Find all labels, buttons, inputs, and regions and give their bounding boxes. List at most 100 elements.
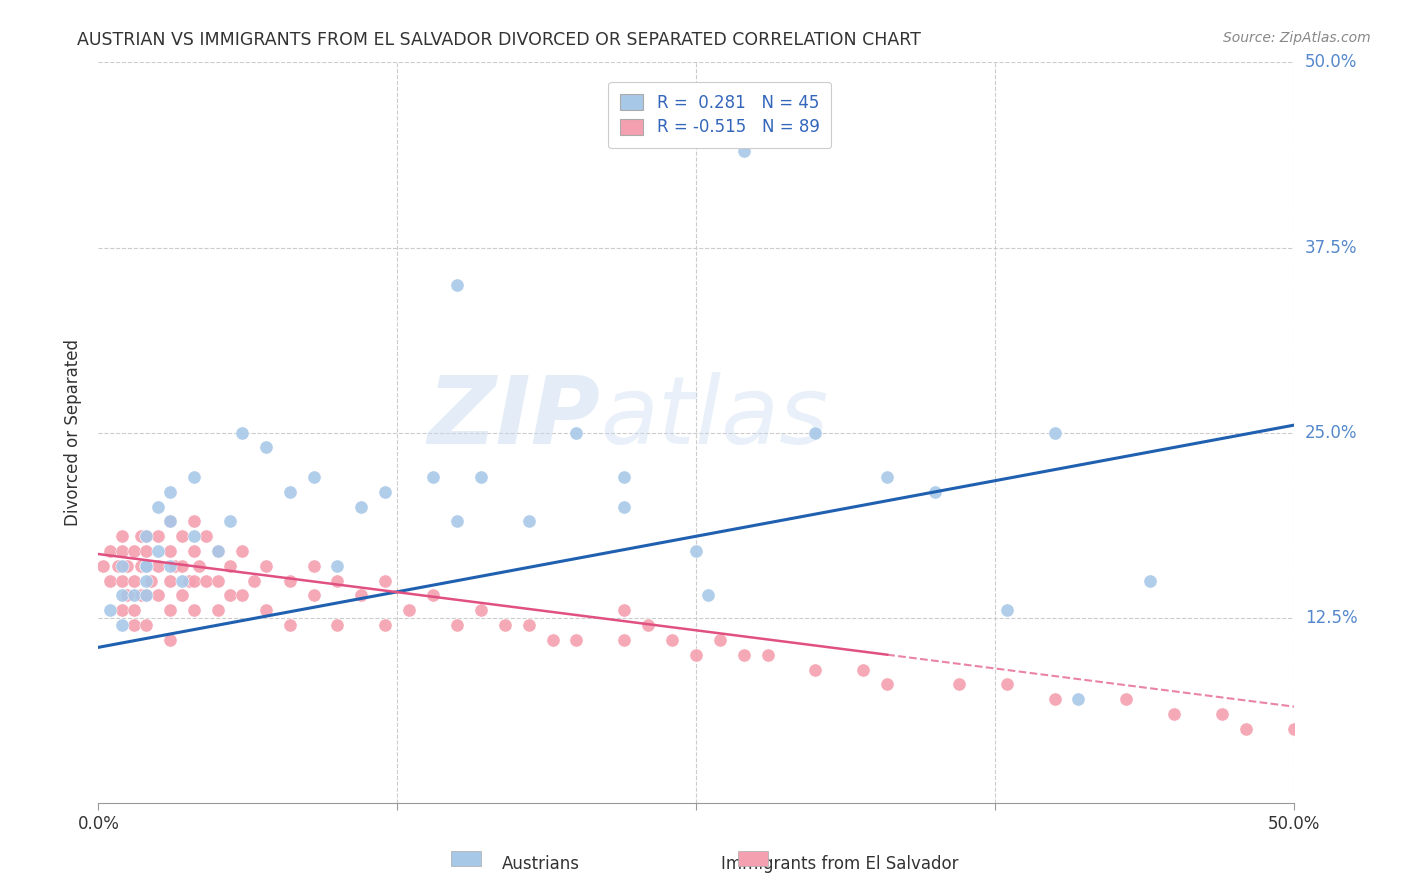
Point: [124, 589, 146, 603]
Point: [446, 515, 468, 529]
Point: [326, 558, 349, 573]
Point: [1163, 706, 1185, 721]
Point: [326, 618, 349, 632]
Point: [374, 574, 396, 588]
Point: [1067, 692, 1090, 706]
Text: AUSTRIAN VS IMMIGRANTS FROM EL SALVADOR DIVORCED OR SEPARATED CORRELATION CHART: AUSTRIAN VS IMMIGRANTS FROM EL SALVADOR …: [77, 31, 921, 49]
Point: [231, 544, 253, 558]
Point: [804, 663, 827, 677]
Point: [995, 603, 1018, 617]
Point: [159, 484, 181, 499]
Point: [135, 574, 157, 588]
Point: [924, 484, 946, 499]
Point: [111, 618, 134, 632]
Point: [709, 632, 731, 647]
Point: [131, 529, 153, 543]
Point: [756, 648, 779, 662]
FancyBboxPatch shape: [451, 851, 481, 866]
Point: [613, 500, 636, 514]
Point: [135, 589, 157, 603]
Point: [195, 574, 218, 588]
Point: [148, 500, 170, 514]
Point: [111, 529, 134, 543]
Point: [422, 470, 444, 484]
Legend: R =  0.281   N = 45, R = -0.515   N = 89: R = 0.281 N = 45, R = -0.515 N = 89: [609, 82, 831, 148]
Point: [207, 574, 229, 588]
Point: [111, 603, 134, 617]
Point: [207, 544, 229, 558]
Point: [131, 589, 153, 603]
Text: 25.0%: 25.0%: [1305, 424, 1357, 442]
Point: [852, 663, 875, 677]
Point: [163, 558, 186, 573]
Point: [350, 500, 373, 514]
Point: [804, 425, 827, 440]
Point: [207, 603, 229, 617]
Point: [470, 603, 492, 617]
Point: [374, 484, 396, 499]
Point: [876, 470, 898, 484]
Point: [948, 677, 970, 691]
Point: [148, 558, 170, 573]
Point: [278, 574, 301, 588]
Point: [541, 632, 564, 647]
Point: [124, 618, 146, 632]
Text: 50.0%: 50.0%: [1305, 54, 1357, 71]
Point: [172, 558, 194, 573]
Text: atlas: atlas: [600, 372, 828, 463]
Point: [159, 603, 181, 617]
Point: [613, 470, 636, 484]
Y-axis label: Divorced or Separated: Divorced or Separated: [65, 339, 83, 526]
Point: [446, 618, 468, 632]
Point: [111, 544, 134, 558]
Point: [231, 425, 253, 440]
Point: [183, 515, 205, 529]
Point: [135, 558, 157, 573]
Point: [254, 441, 277, 455]
Point: [302, 558, 325, 573]
Point: [187, 558, 209, 573]
Point: [398, 603, 420, 617]
Point: [148, 589, 170, 603]
Point: [124, 544, 146, 558]
Point: [115, 589, 138, 603]
Point: [183, 544, 205, 558]
Point: [470, 470, 492, 484]
Point: [98, 574, 122, 588]
Point: [135, 618, 157, 632]
Point: [995, 677, 1018, 691]
Point: [195, 529, 218, 543]
Point: [685, 648, 707, 662]
Point: [422, 589, 444, 603]
Point: [1139, 574, 1161, 588]
Point: [135, 558, 157, 573]
Point: [135, 529, 157, 543]
Point: [326, 574, 349, 588]
Point: [183, 529, 205, 543]
Text: 37.5%: 37.5%: [1305, 238, 1357, 257]
Point: [124, 603, 146, 617]
Point: [876, 677, 898, 691]
Point: [107, 558, 129, 573]
Point: [183, 470, 205, 484]
Point: [183, 574, 205, 588]
Point: [98, 544, 122, 558]
Point: [159, 515, 181, 529]
Point: [98, 603, 122, 617]
Point: [278, 484, 301, 499]
Point: [159, 515, 181, 529]
Point: [278, 618, 301, 632]
Point: [1115, 692, 1137, 706]
Point: [111, 589, 134, 603]
Point: [148, 529, 170, 543]
Point: [172, 574, 194, 588]
Point: [139, 574, 162, 588]
Point: [219, 515, 242, 529]
Point: [350, 589, 373, 603]
FancyBboxPatch shape: [738, 851, 768, 866]
Point: [661, 632, 683, 647]
Point: [254, 558, 277, 573]
Point: [1282, 722, 1305, 736]
Point: [159, 544, 181, 558]
Point: [172, 589, 194, 603]
